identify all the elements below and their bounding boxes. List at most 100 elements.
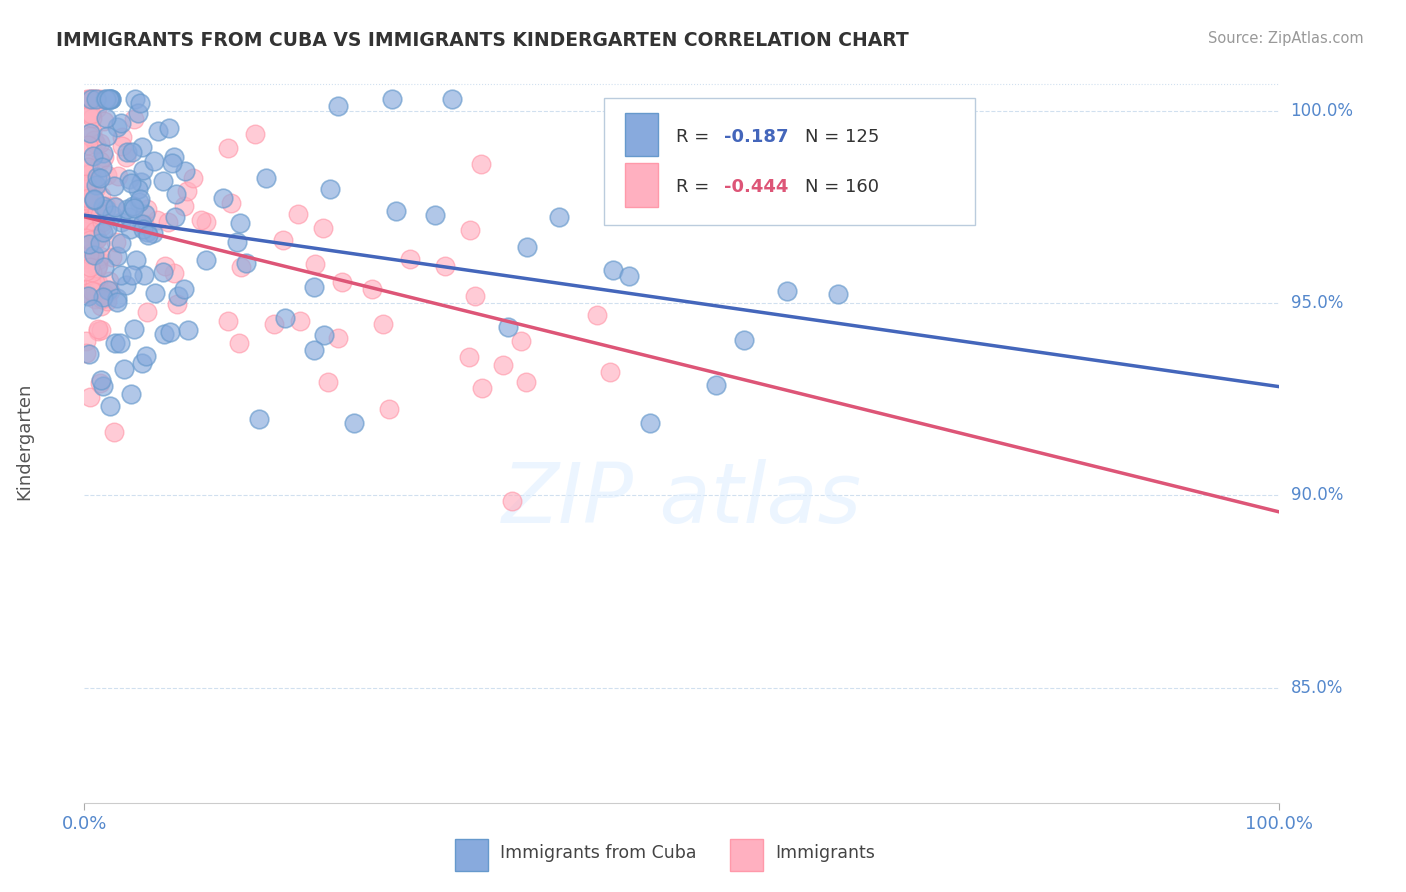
Point (107, 169, 129, 183)
Point (96, 129, 118, 144)
Point (86, 93, 108, 107)
Point (425, 209, 447, 223)
Point (83, 224, 105, 238)
Point (76, 183, 98, 197)
Point (79, 390, 101, 404)
Point (464, 289, 486, 303)
Point (100, 93, 122, 107)
Point (176, 322, 198, 336)
Point (76, 191, 98, 205)
Point (127, 181, 149, 195)
Point (75, 231, 97, 245)
Point (136, 305, 159, 319)
Point (86, 203, 108, 218)
Point (160, 156, 183, 170)
Point (153, 259, 176, 273)
Point (90, 293, 112, 307)
Point (79, 193, 101, 207)
Text: 90.0%: 90.0% (1291, 486, 1343, 504)
Point (319, 182, 342, 196)
Point (112, 361, 135, 376)
Point (83, 204, 105, 219)
Point (103, 200, 125, 214)
Point (110, 215, 132, 229)
Point (103, 425, 125, 439)
Point (79, 260, 101, 274)
Point (121, 387, 143, 401)
Point (316, 375, 339, 389)
Point (86, 258, 108, 272)
Point (226, 235, 249, 249)
Point (80, 164, 103, 178)
Point (94, 111, 117, 125)
Point (131, 162, 153, 177)
Point (827, 287, 849, 301)
Text: 85.0%: 85.0% (1291, 679, 1343, 697)
Point (75, 193, 97, 207)
Point (100, 399, 122, 413)
Point (76, 192, 98, 206)
Point (75, 346, 97, 360)
Point (86, 261, 108, 276)
Point (122, 322, 145, 336)
Point (77, 218, 100, 232)
Point (118, 172, 141, 186)
Point (105, 294, 128, 309)
Point (90, 189, 112, 203)
Point (194, 215, 217, 229)
Point (245, 127, 267, 141)
Point (83, 285, 105, 300)
Point (75, 286, 97, 301)
Point (122, 201, 145, 215)
Point (76, 214, 98, 228)
Point (83, 133, 105, 147)
Point (79, 217, 101, 231)
Point (110, 235, 132, 250)
Point (157, 215, 180, 229)
Point (111, 129, 134, 144)
Point (103, 179, 125, 194)
Point (79, 196, 101, 211)
Point (77, 161, 100, 175)
Point (288, 313, 311, 327)
Point (75, 264, 97, 278)
Point (471, 381, 494, 395)
Point (91, 379, 114, 393)
Point (76, 157, 98, 171)
Point (98, 93, 121, 107)
Point (219, 195, 242, 210)
Point (80, 93, 103, 107)
Point (515, 375, 537, 389)
Point (162, 150, 184, 164)
Point (90, 299, 112, 313)
Text: Immigrants: Immigrants (775, 845, 875, 863)
Point (173, 282, 195, 296)
Point (91, 225, 114, 239)
Point (89, 236, 111, 251)
Point (73, 224, 96, 238)
Point (96, 294, 118, 309)
Point (75, 251, 97, 265)
Point (516, 240, 538, 254)
Point (135, 349, 157, 363)
Point (129, 96, 152, 111)
Point (89, 208, 111, 222)
Point (83, 231, 105, 245)
Text: Immigrants from Cuba: Immigrants from Cuba (501, 845, 697, 863)
Point (90, 199, 112, 213)
Point (100, 284, 122, 298)
Point (342, 416, 364, 430)
Text: N = 125: N = 125 (806, 128, 879, 145)
Point (76, 105, 98, 120)
Point (83, 193, 105, 207)
Point (89, 171, 111, 186)
Point (94, 286, 117, 301)
Point (77, 247, 100, 261)
Point (96, 202, 118, 216)
Point (105, 120, 128, 135)
Point (90, 373, 112, 387)
Point (143, 154, 166, 169)
Point (328, 331, 350, 345)
Point (98, 274, 121, 288)
Point (89, 93, 111, 107)
